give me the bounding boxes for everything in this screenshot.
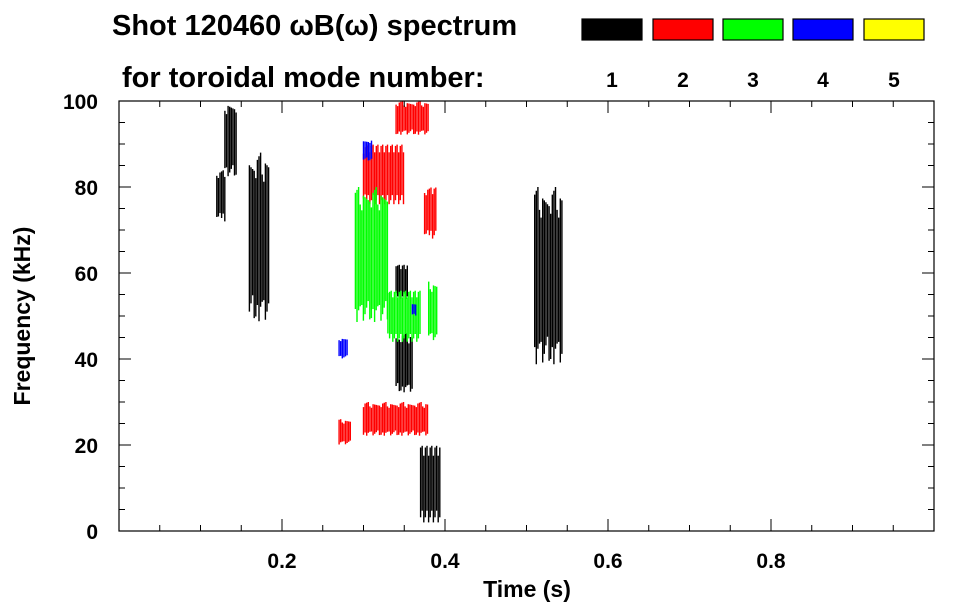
y-tick-label: 20 [75, 435, 98, 458]
legend-label-5: 5 [888, 69, 900, 92]
legend-swatch-3 [722, 18, 784, 41]
x-tick-label: 0.4 [430, 550, 460, 573]
chart-title-line1: Shot 120460 ωB(ω) spectrum [112, 10, 517, 42]
legend-swatch-1 [581, 18, 643, 41]
mode-1-region [216, 170, 226, 222]
mode-4-region [362, 140, 373, 161]
plot-frame [118, 100, 935, 532]
legend-swatch-4 [792, 18, 854, 41]
x-tick-label: 0.6 [593, 550, 622, 573]
mode-2-region [423, 187, 437, 239]
plot-regions [216, 101, 563, 523]
chart-title-line2: for toroidal mode number: [122, 62, 485, 94]
y-tick-label: 80 [75, 177, 98, 200]
mode-4-region [411, 304, 417, 316]
mode-4-region [338, 338, 348, 359]
x-tick-label: 0.8 [756, 550, 786, 573]
legend-swatch-2 [652, 18, 714, 41]
mode-1-region [534, 187, 563, 365]
mode-2-region [362, 402, 429, 436]
y-tick-label: 60 [75, 263, 98, 286]
y-tick-label: 40 [75, 349, 98, 372]
mode-2-region [362, 144, 405, 205]
y-tick-label: 100 [63, 91, 98, 114]
mode-3-region [387, 290, 421, 342]
legend-swatch-5 [863, 18, 925, 41]
legend-label-3: 3 [747, 69, 759, 92]
mode-1-region [395, 264, 408, 299]
mode-2-region [338, 419, 351, 445]
mode-3-region [428, 281, 438, 341]
mode-3-region [354, 187, 389, 322]
legend-label-2: 2 [677, 69, 689, 92]
y-axis-ticks: 0 20 40 60 80 100 [63, 91, 934, 544]
mode-1-region [419, 445, 441, 523]
x-axis-ticks: 0.2 0.4 0.6 0.8 [159, 101, 894, 573]
mode-1-region [395, 333, 413, 393]
mode-2-region [395, 101, 429, 135]
y-axis-title: Frequency (kHz) [9, 227, 35, 406]
legend-label-4: 4 [817, 69, 829, 92]
mode-1-region [224, 105, 237, 177]
legend: 1 2 3 4 5 [581, 18, 925, 92]
legend-label-1: 1 [606, 69, 618, 92]
mode-1-region [248, 152, 270, 322]
x-axis-title: Time (s) [483, 576, 571, 602]
x-tick-label: 0.2 [267, 550, 296, 573]
y-tick-label: 0 [86, 521, 98, 544]
